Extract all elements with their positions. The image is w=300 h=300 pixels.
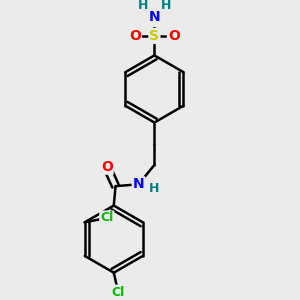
Text: N: N bbox=[148, 10, 160, 23]
Text: N: N bbox=[133, 177, 144, 191]
Text: H: H bbox=[161, 0, 171, 12]
Text: S: S bbox=[149, 29, 159, 43]
Text: H: H bbox=[138, 0, 148, 12]
Text: O: O bbox=[168, 29, 180, 43]
Text: O: O bbox=[101, 160, 113, 174]
Text: Cl: Cl bbox=[112, 286, 125, 298]
Text: H: H bbox=[149, 182, 160, 195]
Text: Cl: Cl bbox=[100, 212, 113, 224]
Text: O: O bbox=[129, 29, 141, 43]
